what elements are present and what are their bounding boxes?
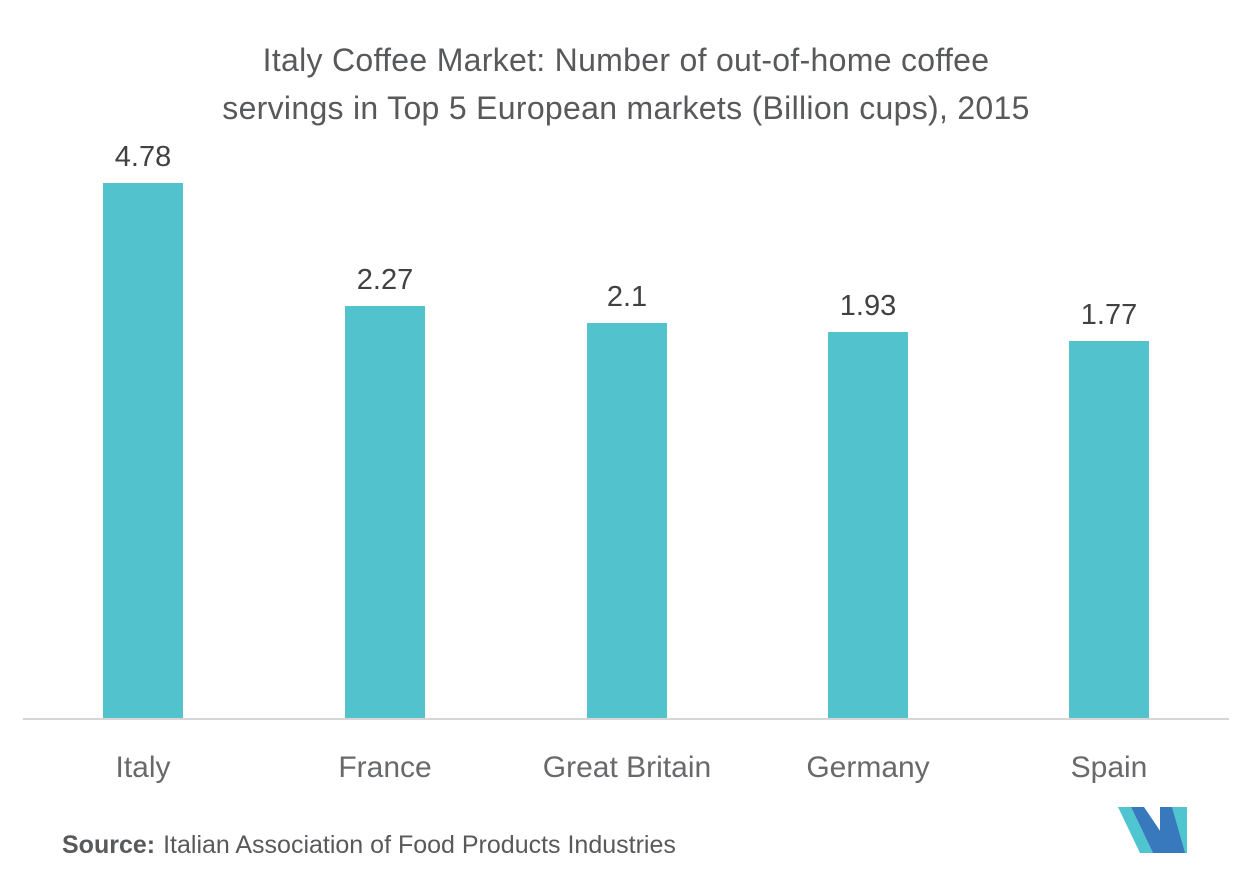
source-note: Source: Italian Association of Food Produ… (62, 831, 676, 860)
x-axis-line (23, 718, 1229, 720)
logo-right-teal-block (1172, 807, 1187, 853)
category-label-great-britain: Great Britain (542, 751, 712, 784)
source-text: Italian Association of Food Products Ind… (163, 831, 676, 859)
category-label-germany: Germany (806, 751, 930, 784)
source-label: Source: (62, 831, 156, 859)
chart-title-line1: Italy Coffee Market: Number of out-of-ho… (262, 42, 990, 78)
category-label-italy: Italy (115, 751, 171, 784)
category-label-spain: Spain (1070, 751, 1148, 784)
bar-italy (103, 183, 183, 719)
mordor-intelligence-logo (1118, 807, 1187, 853)
bar-france (345, 306, 425, 719)
bar-value-italy: 4.78 (114, 141, 172, 173)
logo-left-teal-stripe (1118, 807, 1153, 853)
bar-value-germany: 1.93 (839, 290, 897, 322)
logo-right-blue-stripe (1160, 807, 1185, 853)
bar-spain (1069, 341, 1149, 719)
bar-germany (828, 332, 908, 719)
bar-value-spain: 1.77 (1080, 299, 1138, 331)
category-label-france: France (338, 751, 432, 784)
chart-title: Italy Coffee Market: Number of out-of-ho… (0, 36, 1252, 132)
chart-title-line2: servings in Top 5 European markets (Bill… (222, 90, 1030, 126)
bar-value-france: 2.27 (356, 264, 414, 296)
bar-great-britain (587, 323, 667, 719)
bar-value-great-britain: 2.1 (606, 281, 648, 313)
